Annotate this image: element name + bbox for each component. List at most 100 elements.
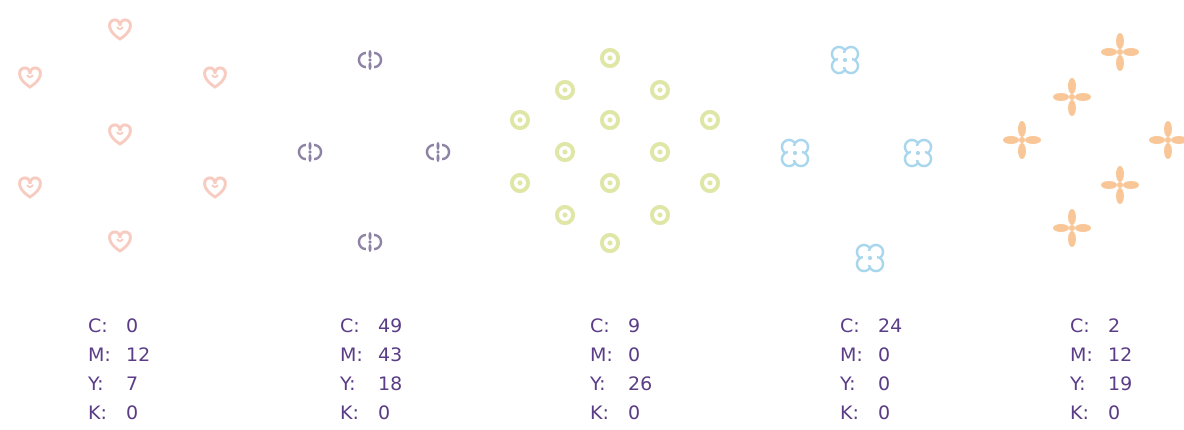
ornament: [1116, 33, 1124, 49]
ornament: [1053, 93, 1069, 101]
ornament: [369, 244, 372, 252]
channel-value: 0: [126, 402, 138, 424]
ornament: [205, 178, 226, 197]
ornament: [1117, 49, 1123, 55]
ornament: [1101, 166, 1139, 204]
channel-value: 12: [126, 344, 150, 366]
ornament: [652, 82, 668, 98]
ornament: [117, 132, 123, 134]
ornament: [369, 62, 372, 70]
ornament: [427, 142, 449, 162]
ornament: [1164, 121, 1172, 137]
ornament: [1116, 188, 1124, 204]
cmyk-row: M:12: [1070, 341, 1132, 370]
ornament: [1003, 136, 1019, 144]
ornament: [608, 241, 613, 246]
ornament: [1101, 33, 1139, 71]
ornament: [608, 181, 613, 186]
ornament: [110, 125, 131, 144]
ornament: [359, 232, 381, 252]
ornament: [557, 82, 573, 98]
ornament: [1101, 48, 1117, 56]
cmyk-row: K:0: [340, 399, 402, 428]
ornament: [602, 235, 618, 251]
ornament: [299, 145, 306, 159]
channel-label: K:: [590, 399, 628, 428]
ornament: [1003, 121, 1041, 159]
cmyk-row: M:0: [590, 341, 652, 370]
ornament: [512, 112, 528, 128]
ornament: [602, 112, 618, 128]
ornament: [905, 140, 931, 166]
ornament: [1018, 121, 1026, 137]
channel-value: 43: [378, 344, 402, 366]
channel-value: 0: [1108, 402, 1120, 424]
ornament: [27, 75, 33, 77]
ornament: [1053, 78, 1091, 116]
channel-value: 0: [628, 344, 640, 366]
ornament: [110, 232, 131, 251]
channel-label: M:: [840, 341, 878, 370]
channel-label: Y:: [840, 370, 878, 399]
ornament: [652, 207, 668, 223]
ornament: [793, 151, 797, 155]
cmyk-row: Y:18: [340, 370, 402, 399]
page: C:0M:12Y:7K:0C:49M:43Y:18K:0C:9M:0Y:26K:…: [0, 0, 1184, 430]
cmyk-row: K:0: [590, 399, 652, 428]
cmyk-row: C:0: [88, 312, 150, 341]
cmyk-row: Y:19: [1070, 370, 1132, 399]
ornament: [1149, 121, 1184, 159]
ornament: [20, 178, 41, 197]
ornament: [563, 88, 568, 93]
ornament: [557, 144, 573, 160]
channel-label: C:: [1070, 312, 1108, 341]
channel-label: K:: [840, 399, 878, 428]
cmyk-row: Y:0: [840, 370, 902, 399]
ornament: [832, 47, 858, 73]
ornament: [1165, 137, 1171, 143]
ornament: [1069, 94, 1075, 100]
cmyk-row: C:2: [1070, 312, 1132, 341]
ornament: [602, 175, 618, 191]
cmyk-values: C:2M:12Y:19K:0: [1070, 312, 1132, 428]
cmyk-row: M:0: [840, 341, 902, 370]
channel-value: 0: [126, 315, 138, 337]
ornament: [437, 154, 440, 162]
channel-label: K:: [88, 399, 126, 428]
ornament: [437, 142, 440, 150]
ornament: [27, 185, 33, 187]
ornament: [702, 112, 718, 128]
ornament: [359, 50, 381, 70]
ornament: [1068, 209, 1076, 225]
ornament: [658, 150, 663, 155]
ornament: [857, 245, 883, 271]
cmyk-row: M:43: [340, 341, 402, 370]
channel-label: K:: [340, 399, 378, 428]
ornament: [1101, 181, 1117, 189]
ornament: [309, 151, 312, 154]
cmyk-row: K:0: [840, 399, 902, 428]
channel-value: 24: [878, 315, 902, 337]
channel-label: M:: [340, 341, 378, 370]
ornament: [1019, 137, 1025, 143]
ornament: [708, 118, 713, 123]
ornament: [205, 68, 226, 87]
ornament: [868, 256, 872, 260]
channel-label: M:: [590, 341, 628, 370]
cmyk-row: C:9: [590, 312, 652, 341]
ornament: [212, 185, 218, 187]
ornament: [1025, 136, 1041, 144]
ornament: [1149, 136, 1165, 144]
channel-label: M:: [1070, 341, 1108, 370]
ornament: [1075, 224, 1091, 232]
ornament: [658, 88, 663, 93]
ornament: [563, 150, 568, 155]
ornament: [359, 53, 366, 67]
cmyk-row: C:49: [340, 312, 402, 341]
ornament: [20, 68, 41, 87]
channel-label: C:: [88, 312, 126, 341]
channel-label: Y:: [340, 370, 378, 399]
ornament: [117, 239, 123, 241]
